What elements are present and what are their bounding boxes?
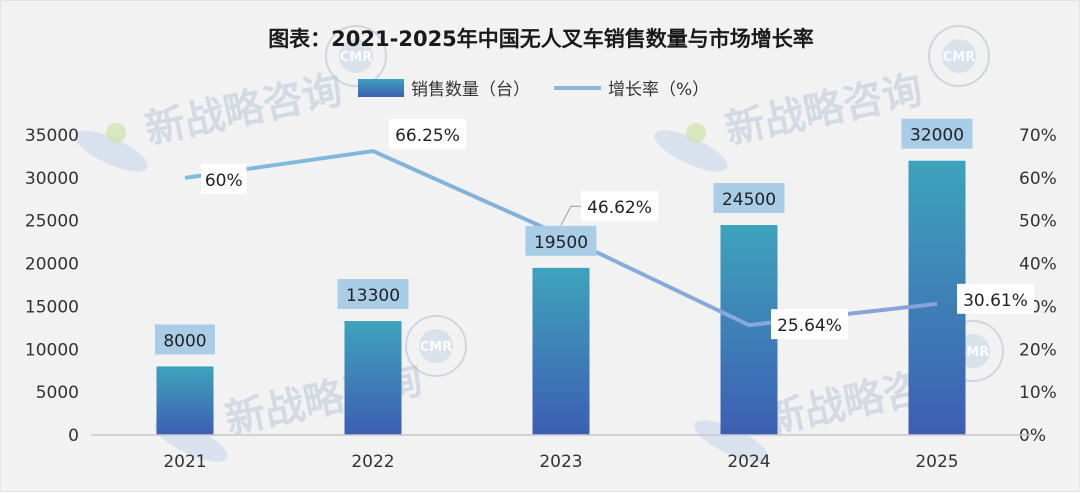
seal-text: CMR <box>420 340 453 355</box>
x-tick-label: 2025 <box>915 452 958 472</box>
rate-label-text: 66.25% <box>395 126 460 146</box>
watermark-text: 新战略咨询 <box>721 67 926 154</box>
y-tick-label: 0 <box>68 426 79 446</box>
x-tick-label: 2023 <box>539 452 582 472</box>
rate-label-text: 25.64% <box>777 316 842 336</box>
x-tick-label: 2024 <box>727 452 770 472</box>
rate-data-label: 25.64% <box>771 309 848 339</box>
legend-line-label: 增长率（%） <box>608 80 709 100</box>
rate-data-label: 60% <box>201 164 247 194</box>
bar <box>345 321 402 435</box>
y-tick-label: 10000 <box>25 340 79 360</box>
y2-tick-label: 60% <box>1019 169 1057 189</box>
seal-text: CMR <box>340 50 373 65</box>
rate-data-label: 30.61% <box>957 284 1034 314</box>
x-tick-label: 2021 <box>163 452 206 472</box>
y-tick-label: 25000 <box>25 212 79 232</box>
bar <box>157 366 214 435</box>
watermark-text: 新战略咨询 <box>141 67 346 154</box>
y2-tick-label: 10% <box>1019 383 1057 403</box>
bar-data-label: 19500 <box>526 226 597 256</box>
y-tick-label: 15000 <box>25 297 79 317</box>
rate-data-label: 46.62% <box>561 191 658 225</box>
seal-text: CMR <box>943 50 976 65</box>
legend: 销售数量（台） 增长率（%） <box>358 79 709 100</box>
watermark-dot <box>106 123 126 143</box>
legend-bar-label: 销售数量（台） <box>411 80 530 100</box>
bar <box>533 268 590 435</box>
y-axis-left: 0 5000 10000 15000 20000 25000 30000 35000 <box>25 126 79 446</box>
bar-data-label: 13300 <box>338 279 409 309</box>
y-tick-label: 5000 <box>36 383 79 403</box>
bar-data-label: 8000 <box>155 324 215 354</box>
y-tick-label: 30000 <box>25 169 79 189</box>
bar-label-text: 8000 <box>163 331 206 351</box>
bar-data-label: 24500 <box>714 183 785 213</box>
y2-tick-label: 0% <box>1019 426 1046 446</box>
watermark-seal: CMR <box>929 26 989 86</box>
x-tick-label: 2022 <box>351 452 394 472</box>
watermark-dot <box>686 123 706 143</box>
legend-bar-swatch <box>358 79 404 97</box>
bar-label-text: 13300 <box>346 286 400 306</box>
bar-label-text: 24500 <box>722 190 776 210</box>
y-tick-label: 20000 <box>25 255 79 275</box>
y2-tick-label: 70% <box>1019 126 1057 146</box>
bar <box>909 161 966 435</box>
y-tick-label: 35000 <box>25 126 79 146</box>
rate-leader-line <box>561 206 581 225</box>
bar <box>721 225 778 435</box>
watermark-seal: CMR <box>406 316 466 376</box>
rate-data-label: 66.25% <box>389 119 466 149</box>
bar-data-label: 32000 <box>902 119 973 149</box>
y2-tick-label: 40% <box>1019 255 1057 275</box>
rate-label-text: 60% <box>205 171 243 191</box>
bar-label-text: 32000 <box>910 126 964 146</box>
y2-tick-label: 20% <box>1019 340 1057 360</box>
rate-label-text: 30.61% <box>963 291 1028 311</box>
rate-label-text: 46.62% <box>587 198 652 218</box>
bar-label-text: 19500 <box>534 233 588 253</box>
y2-tick-label: 50% <box>1019 212 1057 232</box>
chart-title: 图表：2021-2025年中国无人叉车销售数量与市场增长率 <box>268 27 814 51</box>
